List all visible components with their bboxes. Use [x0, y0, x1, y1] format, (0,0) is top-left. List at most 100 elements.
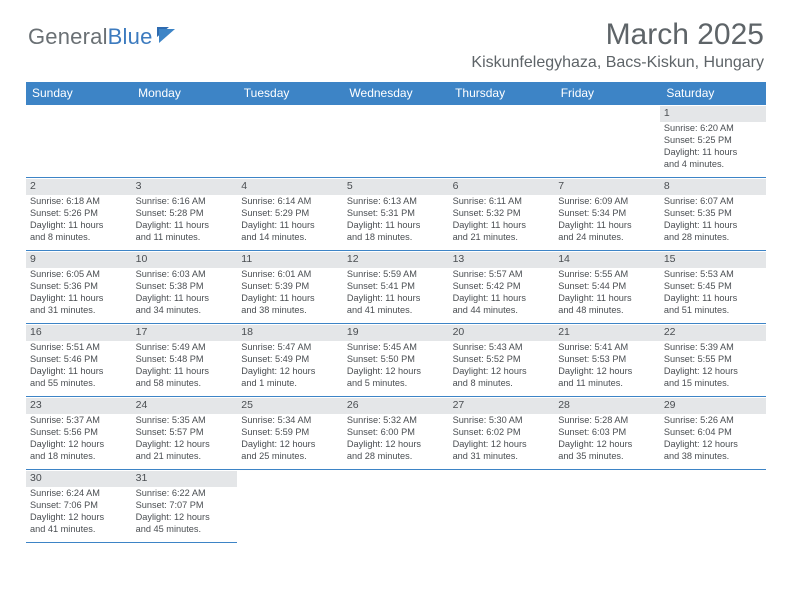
cell-line: Sunrise: 5:35 AM: [136, 415, 234, 427]
cell-line: Sunset: 5:50 PM: [347, 354, 445, 366]
calendar-cell: 15Sunrise: 5:53 AMSunset: 5:45 PMDayligh…: [660, 251, 766, 324]
calendar-cell: [132, 105, 238, 178]
calendar-cell: 26Sunrise: 5:32 AMSunset: 6:00 PMDayligh…: [343, 397, 449, 470]
cell-line: Sunrise: 5:32 AM: [347, 415, 445, 427]
day-number: 17: [132, 325, 238, 341]
day-number: 9: [26, 252, 132, 268]
cell-line: Sunset: 5:55 PM: [664, 354, 762, 366]
cell-line: Sunset: 5:32 PM: [453, 208, 551, 220]
cell-line: and 8 minutes.: [453, 378, 551, 390]
calendar-week: 9Sunrise: 6:05 AMSunset: 5:36 PMDaylight…: [26, 251, 766, 324]
cell-line: Sunrise: 6:05 AM: [30, 269, 128, 281]
day-header: Wednesday: [343, 82, 449, 105]
cell-line: Sunset: 7:07 PM: [136, 500, 234, 512]
cell-line: Daylight: 12 hours: [453, 366, 551, 378]
cell-line: Sunrise: 6:09 AM: [558, 196, 656, 208]
cell-line: Sunrise: 5:57 AM: [453, 269, 551, 281]
location: Kiskunfelegyhaza, Bacs-Kiskun, Hungary: [471, 54, 764, 72]
cell-line: and 41 minutes.: [347, 305, 445, 317]
cell-line: Sunset: 6:02 PM: [453, 427, 551, 439]
cell-line: Daylight: 11 hours: [136, 293, 234, 305]
calendar-cell: 12Sunrise: 5:59 AMSunset: 5:41 PMDayligh…: [343, 251, 449, 324]
cell-line: Daylight: 12 hours: [664, 439, 762, 451]
cell-line: Daylight: 11 hours: [30, 220, 128, 232]
logo-text-gray: General: [28, 24, 108, 50]
calendar-cell: 31Sunrise: 6:22 AMSunset: 7:07 PMDayligh…: [132, 470, 238, 543]
cell-line: Sunrise: 5:59 AM: [347, 269, 445, 281]
calendar-cell: 27Sunrise: 5:30 AMSunset: 6:02 PMDayligh…: [449, 397, 555, 470]
cell-line: Sunrise: 5:47 AM: [241, 342, 339, 354]
cell-line: Sunset: 5:25 PM: [664, 135, 762, 147]
day-number: 10: [132, 252, 238, 268]
calendar-week: 23Sunrise: 5:37 AMSunset: 5:56 PMDayligh…: [26, 397, 766, 470]
day-number: 24: [132, 398, 238, 414]
cell-line: Sunrise: 6:11 AM: [453, 196, 551, 208]
logo-text-blue: Blue: [108, 24, 153, 50]
cell-line: Sunrise: 5:28 AM: [558, 415, 656, 427]
title-block: March 2025 Kiskunfelegyhaza, Bacs-Kiskun…: [471, 18, 764, 72]
cell-line: and 18 minutes.: [30, 451, 128, 463]
cell-line: and 51 minutes.: [664, 305, 762, 317]
cell-line: Sunset: 5:41 PM: [347, 281, 445, 293]
calendar-cell: [343, 105, 449, 178]
cell-line: Sunrise: 5:37 AM: [30, 415, 128, 427]
cell-line: and 44 minutes.: [453, 305, 551, 317]
cell-line: and 31 minutes.: [453, 451, 551, 463]
cell-line: Sunrise: 5:51 AM: [30, 342, 128, 354]
cell-line: Sunset: 5:28 PM: [136, 208, 234, 220]
day-number: 26: [343, 398, 449, 414]
calendar-cell: 24Sunrise: 5:35 AMSunset: 5:57 PMDayligh…: [132, 397, 238, 470]
cell-line: Sunrise: 6:14 AM: [241, 196, 339, 208]
day-number: 7: [554, 179, 660, 195]
cell-line: Daylight: 11 hours: [241, 293, 339, 305]
day-number: 5: [343, 179, 449, 195]
calendar-cell: [554, 105, 660, 178]
cell-line: Sunrise: 5:39 AM: [664, 342, 762, 354]
cell-line: and 5 minutes.: [347, 378, 445, 390]
day-number: 16: [26, 325, 132, 341]
cell-line: and 14 minutes.: [241, 232, 339, 244]
calendar-cell: [343, 470, 449, 543]
cell-line: Sunrise: 6:20 AM: [664, 123, 762, 135]
cell-line: and 25 minutes.: [241, 451, 339, 463]
day-number: 3: [132, 179, 238, 195]
cell-line: Daylight: 11 hours: [453, 293, 551, 305]
cell-line: Daylight: 12 hours: [30, 439, 128, 451]
cell-line: and 18 minutes.: [347, 232, 445, 244]
cell-line: Sunset: 5:34 PM: [558, 208, 656, 220]
cell-line: Daylight: 11 hours: [347, 293, 445, 305]
calendar-cell: 17Sunrise: 5:49 AMSunset: 5:48 PMDayligh…: [132, 324, 238, 397]
cell-line: Sunrise: 6:13 AM: [347, 196, 445, 208]
calendar-cell: [449, 105, 555, 178]
day-number: 1: [660, 106, 766, 122]
calendar-cell: 25Sunrise: 5:34 AMSunset: 5:59 PMDayligh…: [237, 397, 343, 470]
calendar-cell: 22Sunrise: 5:39 AMSunset: 5:55 PMDayligh…: [660, 324, 766, 397]
day-number: 8: [660, 179, 766, 195]
cell-line: Sunrise: 6:03 AM: [136, 269, 234, 281]
day-number: 12: [343, 252, 449, 268]
cell-line: Sunrise: 5:53 AM: [664, 269, 762, 281]
cell-line: Sunset: 5:35 PM: [664, 208, 762, 220]
cell-line: Daylight: 12 hours: [558, 366, 656, 378]
cell-line: Sunset: 7:06 PM: [30, 500, 128, 512]
cell-line: Sunrise: 5:30 AM: [453, 415, 551, 427]
cell-line: and 34 minutes.: [136, 305, 234, 317]
day-number: 14: [554, 252, 660, 268]
cell-line: Sunrise: 6:07 AM: [664, 196, 762, 208]
cell-line: Daylight: 12 hours: [136, 439, 234, 451]
calendar-cell: 1Sunrise: 6:20 AMSunset: 5:25 PMDaylight…: [660, 105, 766, 178]
cell-line: Sunset: 6:03 PM: [558, 427, 656, 439]
cell-line: Daylight: 11 hours: [664, 293, 762, 305]
cell-line: and 28 minutes.: [664, 232, 762, 244]
cell-line: and 48 minutes.: [558, 305, 656, 317]
day-number: 13: [449, 252, 555, 268]
cell-line: Sunrise: 6:01 AM: [241, 269, 339, 281]
cell-line: and 55 minutes.: [30, 378, 128, 390]
day-number: 2: [26, 179, 132, 195]
calendar-cell: 14Sunrise: 5:55 AMSunset: 5:44 PMDayligh…: [554, 251, 660, 324]
calendar-cell: 23Sunrise: 5:37 AMSunset: 5:56 PMDayligh…: [26, 397, 132, 470]
flag-icon: [155, 25, 181, 50]
calendar-cell: 30Sunrise: 6:24 AMSunset: 7:06 PMDayligh…: [26, 470, 132, 543]
cell-line: Daylight: 11 hours: [558, 293, 656, 305]
cell-line: and 38 minutes.: [241, 305, 339, 317]
